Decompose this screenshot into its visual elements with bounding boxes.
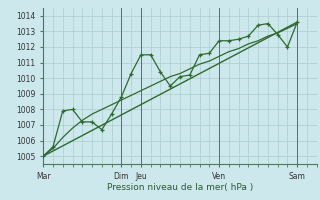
- X-axis label: Pression niveau de la mer( hPa ): Pression niveau de la mer( hPa ): [107, 183, 253, 192]
